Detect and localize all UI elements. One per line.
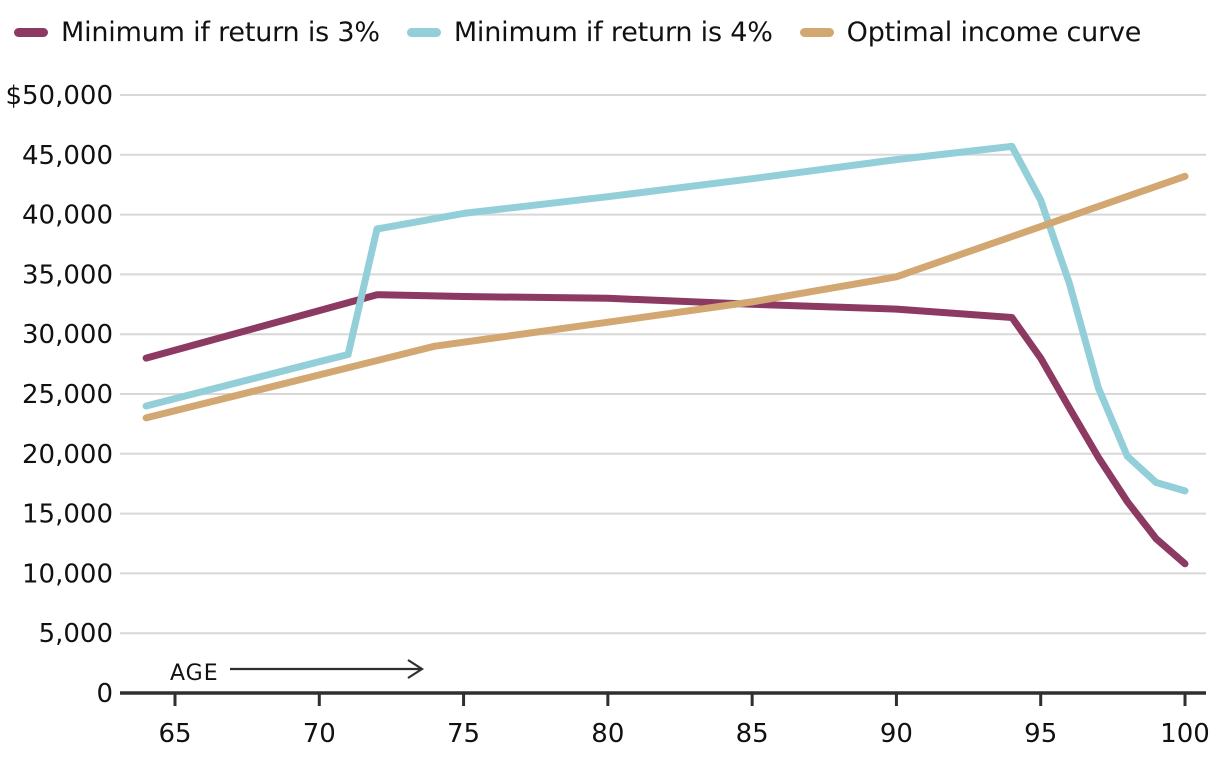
y-tick-label: 5,000 [39, 619, 113, 649]
legend-item-min-return-4: Minimum if return is 4% [406, 17, 773, 48]
legend-label-min-return-4: Minimum if return is 4% [453, 17, 773, 48]
legend-item-optimal-income: Optimal income curve [799, 17, 1142, 48]
legend-label-optimal-income: Optimal income curve [846, 17, 1142, 48]
y-tick-label: 35,000 [22, 260, 113, 290]
x-tick-label: 75 [447, 719, 480, 749]
x-tick-label: 90 [880, 719, 913, 749]
y-tick-label: 45,000 [22, 141, 113, 171]
legend-swatch-min-return-3 [14, 28, 48, 37]
age-axis-label: AGE [170, 661, 219, 686]
series-line-1 [142, 142, 1189, 495]
series-line-0 [142, 291, 1189, 568]
x-tick-label: 85 [736, 719, 769, 749]
y-tick-label: 10,000 [22, 559, 113, 589]
x-tick-label: 80 [591, 719, 624, 749]
x-tick-label: 65 [158, 719, 191, 749]
x-tick-label: 100 [1160, 719, 1210, 749]
legend-item-min-return-3: Minimum if return is 3% [14, 17, 380, 48]
age-arrow-head-icon [407, 659, 425, 679]
legend-label-min-return-3: Minimum if return is 3% [61, 17, 380, 48]
y-tick-label: 20,000 [22, 440, 113, 470]
y-tick-label: 0 [96, 679, 113, 709]
y-tick-label: 30,000 [22, 320, 113, 350]
y-tick-label: 15,000 [22, 500, 113, 530]
y-tick-label: 25,000 [22, 380, 113, 410]
y-tick-label: $50,000 [5, 81, 113, 111]
y-tick-label: 40,000 [22, 201, 113, 231]
legend-swatch-optimal-income [799, 28, 834, 37]
legend: Minimum if return is 3% Minimum if retur… [14, 17, 1141, 48]
x-tick-label: 95 [1024, 719, 1057, 749]
series-line-2 [142, 172, 1189, 422]
x-tick-label: 70 [303, 719, 336, 749]
legend-swatch-min-return-4 [406, 28, 441, 37]
